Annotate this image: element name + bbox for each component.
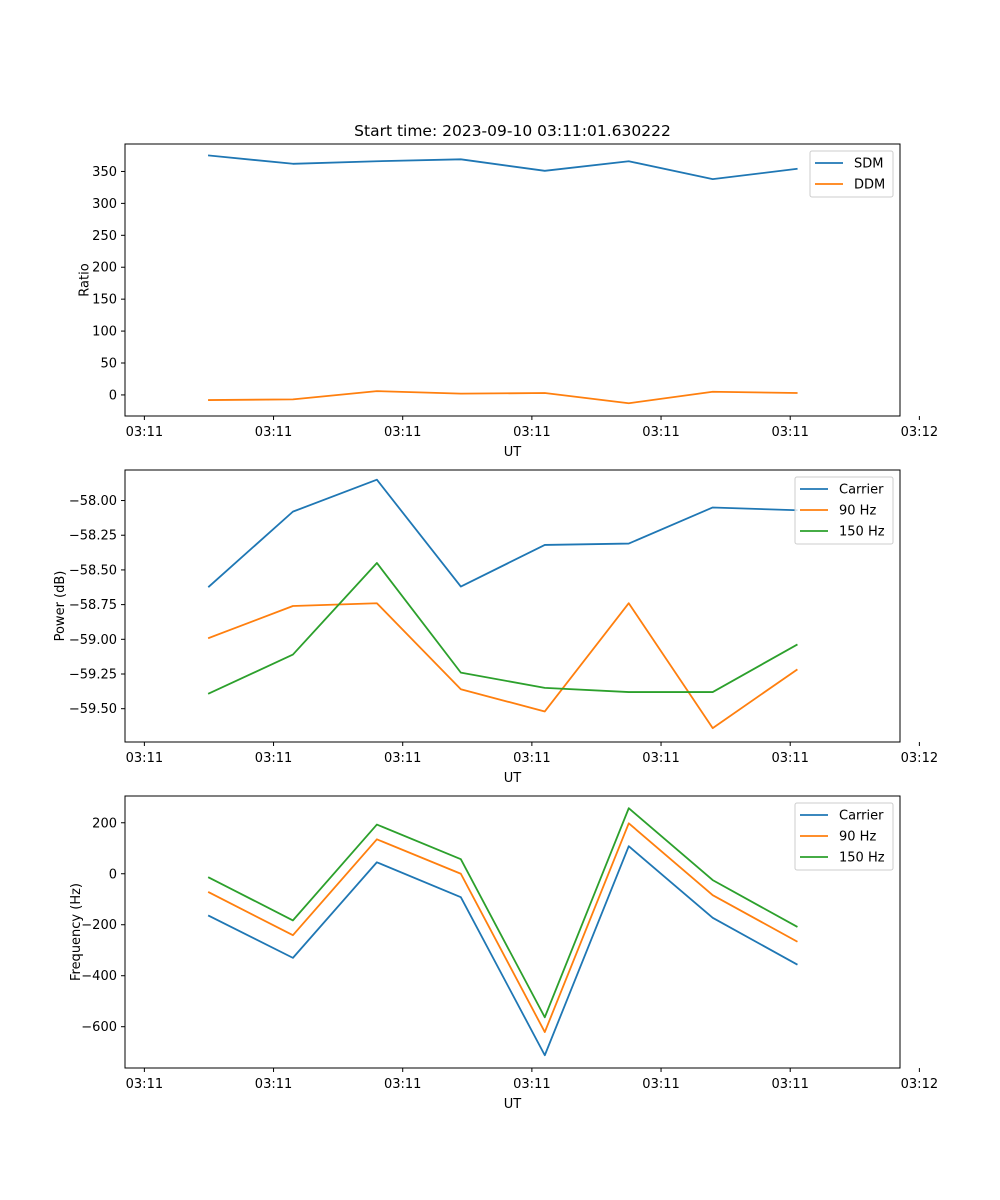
chart-panel-3: 03:11 03:11 03:11 03:11 03:11 03:11 03:12 200 0 −… xyxy=(69,795,938,1112)
x-tick-label: 03:11 xyxy=(642,425,679,440)
chart-title: Start time: 2023-09-10 03:11:01.630222 xyxy=(354,122,671,140)
x-axis-label: UT xyxy=(504,445,522,460)
x-tick-label: 03:11 xyxy=(126,425,163,440)
x-tick-label: 03:11 xyxy=(513,425,550,440)
series-line-90-hz xyxy=(207,822,798,1033)
y-tick-label: 200 xyxy=(92,261,117,276)
legend-label-carrier: Carrier xyxy=(839,809,884,824)
legend: SDM DDM xyxy=(809,150,894,198)
y-tick-label: −600 xyxy=(81,1020,117,1035)
y-tick-label: −200 xyxy=(81,918,117,933)
x-tick-label: 03:11 xyxy=(255,425,292,440)
axes-frame xyxy=(124,143,901,417)
x-tick-label: 03:12 xyxy=(901,1077,938,1092)
legend-box xyxy=(794,802,894,871)
legend-label-ddm: DDM xyxy=(854,178,885,193)
x-tick-label: 03:11 xyxy=(771,425,808,440)
legend-label-90-hz: 90 Hz xyxy=(839,504,876,519)
x-tick-label: 03:11 xyxy=(771,751,808,766)
x-axis-label: UT xyxy=(504,771,522,786)
y-tick-label: 100 xyxy=(92,325,117,340)
y-tick-label: −59.50 xyxy=(69,702,117,717)
legend-label-90-hz: 90 Hz xyxy=(839,830,876,845)
chart-panel-2: 03:11 03:11 03:11 03:11 03:11 03:11 03:12 −58.0… xyxy=(53,469,938,786)
x-tick-label: 03:11 xyxy=(771,1077,808,1092)
chart-panel-1: 03:11 03:11 03:11 03:11 03:11 03:11 03:12 0 50 10… xyxy=(77,122,938,460)
legend: Carrier 90 Hz 150 Hz xyxy=(794,476,894,545)
x-tick-label: 03:11 xyxy=(255,751,292,766)
y-tick-label: −58.75 xyxy=(69,598,117,613)
axes-frame xyxy=(124,795,901,1069)
legend-label-sdm: SDM xyxy=(854,157,883,172)
legend: Carrier 90 Hz 150 Hz xyxy=(794,802,894,871)
series-line-ddm xyxy=(208,390,798,405)
y-tick-label: −58.25 xyxy=(69,529,117,544)
y-tick-label: 150 xyxy=(92,293,117,308)
y-tick-label: 200 xyxy=(92,816,117,831)
x-tick-label: 03:11 xyxy=(513,1077,550,1092)
y-tick-label: 50 xyxy=(100,357,117,372)
y-tick-label: −58.50 xyxy=(69,563,117,578)
series-line-sdm xyxy=(207,154,798,181)
legend-box xyxy=(794,476,894,545)
y-tick-label: −400 xyxy=(81,969,117,984)
y-axis-label: Power (dB) xyxy=(53,571,68,642)
y-tick-label: 0 xyxy=(109,388,117,403)
legend-label-150-hz: 150 Hz xyxy=(839,851,885,866)
y-tick-label: −59.25 xyxy=(69,668,117,683)
legend-label-150-hz: 150 Hz xyxy=(839,525,885,540)
x-tick-label: 03:11 xyxy=(384,425,421,440)
y-tick-label: −59.00 xyxy=(69,633,117,648)
series-line-90-hz xyxy=(207,602,798,730)
series-line-carrier xyxy=(207,478,798,588)
x-tick-label: 03:11 xyxy=(384,1077,421,1092)
series-line-150-hz xyxy=(207,807,798,1019)
y-tick-label: 250 xyxy=(92,229,117,244)
x-tick-label: 03:12 xyxy=(901,751,938,766)
x-tick-label: 03:11 xyxy=(642,1077,679,1092)
x-tick-label: 03:11 xyxy=(513,751,550,766)
x-tick-label: 03:11 xyxy=(126,751,163,766)
x-tick-label: 03:11 xyxy=(642,751,679,766)
x-tick-label: 03:11 xyxy=(126,1077,163,1092)
y-axis-label: Frequency (Hz) xyxy=(69,883,84,981)
x-axis-label: UT xyxy=(504,1097,522,1112)
x-tick-label: 03:11 xyxy=(255,1077,292,1092)
y-tick-label: −58.00 xyxy=(69,494,117,509)
y-tick-label: 0 xyxy=(109,867,117,882)
x-tick-label: 03:11 xyxy=(384,751,421,766)
legend-label-carrier: Carrier xyxy=(839,483,884,498)
series-line-carrier xyxy=(207,845,798,1057)
y-tick-label: 350 xyxy=(92,165,117,180)
y-axis-label: Ratio xyxy=(77,263,92,296)
series-line-150-hz xyxy=(207,562,798,695)
x-tick-label: 03:12 xyxy=(901,425,938,440)
y-tick-label: 300 xyxy=(92,197,117,212)
axes-frame xyxy=(124,469,901,743)
